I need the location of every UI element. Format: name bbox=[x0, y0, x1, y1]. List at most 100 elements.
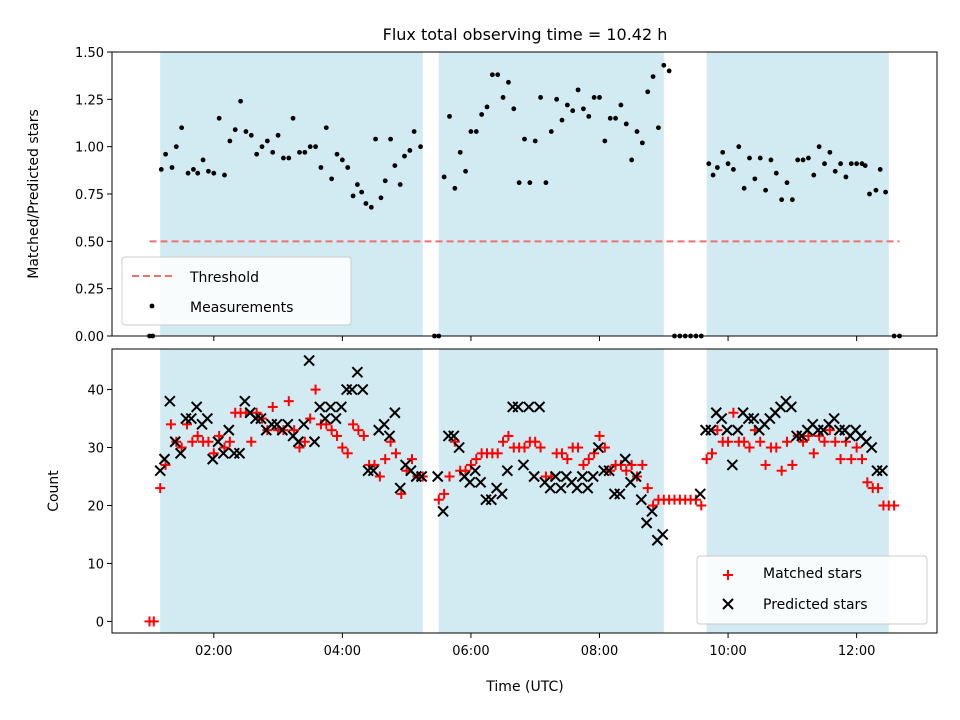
predicted-star-point bbox=[207, 453, 219, 465]
matched-star-point bbox=[739, 436, 750, 447]
predicted-star-point bbox=[876, 465, 889, 477]
measurement-point bbox=[397, 182, 403, 187]
matched-star-point bbox=[267, 401, 278, 412]
predicted-star-point bbox=[715, 412, 728, 425]
y-tick-label: 0.50 bbox=[75, 235, 104, 250]
measurement-point bbox=[806, 155, 811, 161]
predicted-star-point bbox=[571, 482, 583, 494]
matched-star-point bbox=[712, 425, 723, 436]
predicted-star-point bbox=[223, 424, 235, 436]
measurement-point bbox=[581, 106, 586, 112]
measurement-point bbox=[656, 125, 661, 131]
measurement-point bbox=[838, 161, 843, 167]
measurement-point bbox=[779, 197, 785, 203]
matched-star-point bbox=[374, 471, 385, 482]
measurement-point bbox=[832, 168, 838, 174]
predicted-star-point bbox=[255, 412, 267, 425]
measurement-point bbox=[447, 113, 452, 119]
measurement-point bbox=[452, 185, 458, 191]
bottom-y-axis-label: Count bbox=[46, 470, 62, 512]
measurement-point bbox=[500, 95, 506, 100]
measurement-point bbox=[363, 201, 369, 206]
predicted-star-point bbox=[357, 383, 369, 396]
predicted-star-point bbox=[351, 366, 364, 378]
predicted-star-point bbox=[448, 430, 460, 442]
predicted-star-point bbox=[732, 424, 744, 436]
measurement-point bbox=[784, 180, 790, 186]
predicted-star-point bbox=[721, 424, 733, 436]
matched-star-point bbox=[562, 454, 573, 465]
bottom-x-ticks: 02:00 04:00 06:00 08:00 10:00 12:00 bbox=[195, 633, 875, 659]
predicted-star-point bbox=[865, 441, 878, 454]
measurement-point bbox=[479, 112, 485, 117]
matched-star-point bbox=[707, 448, 717, 459]
measurement-point bbox=[489, 72, 495, 78]
predicted-stars-points bbox=[154, 354, 889, 546]
matched-star-point bbox=[594, 430, 605, 441]
matched-star-point bbox=[535, 442, 546, 453]
y-tick-label: 20 bbox=[87, 499, 104, 514]
matched-star-point bbox=[771, 442, 782, 453]
bottom-panel: 0 10 20 30 40 02:00 04:00 06:00 08:00 10:00 12:00… bbox=[46, 348, 938, 695]
predicted-star-point bbox=[164, 395, 176, 407]
predicted-star-point bbox=[501, 465, 514, 477]
matched-star-point bbox=[642, 483, 653, 494]
measurement-point bbox=[281, 155, 286, 161]
x-tick-label: 04:00 bbox=[324, 644, 361, 659]
measurement-point bbox=[725, 161, 731, 167]
predicted-star-point bbox=[437, 505, 449, 517]
measurement-point bbox=[800, 157, 806, 163]
measurement-point bbox=[345, 165, 351, 170]
matched-stars-points bbox=[144, 384, 900, 627]
top-panel: 0.00 0.25 0.50 0.75 1.00 1.25 1.50 Matched/Pre… bbox=[26, 46, 938, 345]
matched-star-point bbox=[626, 459, 637, 470]
matched-star-point bbox=[787, 459, 798, 470]
measurement-point bbox=[495, 72, 501, 78]
measurements-legend-swatch bbox=[149, 303, 155, 309]
matched-star-point bbox=[390, 448, 401, 459]
measurement-point bbox=[883, 189, 888, 195]
measurement-point bbox=[559, 117, 565, 123]
predicted-star-point bbox=[705, 424, 717, 436]
measurement-point bbox=[302, 149, 308, 155]
predicted-star-point bbox=[415, 470, 428, 483]
measurement-point bbox=[752, 176, 758, 182]
matched-star-point bbox=[342, 448, 353, 459]
measurement-point bbox=[741, 185, 747, 191]
predicted-star-point bbox=[383, 430, 396, 442]
measurement-point bbox=[554, 96, 560, 102]
measurement-point bbox=[564, 102, 570, 108]
y-tick-label: 0.00 bbox=[75, 330, 104, 345]
matched-star-point bbox=[589, 448, 600, 459]
measurement-point bbox=[811, 172, 817, 178]
matched-star-point bbox=[857, 454, 867, 465]
measurement-point bbox=[323, 125, 329, 131]
matched-star-point bbox=[755, 436, 766, 447]
matched-star-point bbox=[444, 471, 455, 482]
y-tick-label: 10 bbox=[87, 557, 104, 572]
measurement-point bbox=[570, 108, 576, 114]
predicted-star-point bbox=[432, 470, 444, 483]
measurement-point bbox=[720, 149, 726, 155]
measurement-point bbox=[173, 144, 179, 150]
chart-title: Flux total observing time = 10.42 h bbox=[383, 25, 668, 44]
matched-star-point bbox=[637, 459, 648, 470]
x-tick-label: 12:00 bbox=[838, 644, 875, 659]
measurement-point bbox=[297, 149, 302, 155]
predicted-star-point bbox=[217, 447, 230, 460]
measurement-point bbox=[339, 157, 345, 163]
predicted-star-point bbox=[469, 465, 481, 477]
predicted-star-point bbox=[533, 401, 546, 413]
matched-star-point bbox=[187, 436, 198, 447]
predicted-star-point bbox=[485, 493, 497, 506]
x-tick-label: 02:00 bbox=[195, 644, 232, 659]
observing-window-band bbox=[438, 349, 664, 633]
measurement-point bbox=[543, 180, 549, 186]
bottom-y-ticks: 0 10 20 30 40 bbox=[87, 384, 112, 630]
predicted-star-point bbox=[592, 441, 605, 454]
matched-star-point bbox=[621, 465, 632, 476]
y-tick-label: 30 bbox=[87, 442, 104, 457]
predicted-star-point bbox=[330, 412, 342, 425]
y-tick-label: 1.00 bbox=[75, 141, 104, 156]
